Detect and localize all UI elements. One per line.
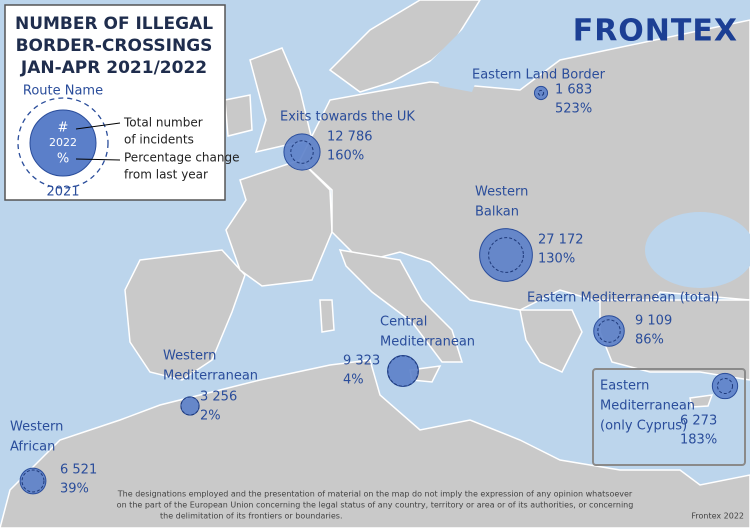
route-name: Mediterranean	[163, 369, 258, 384]
route-circle	[711, 372, 739, 400]
legend-circle-previous	[17, 97, 109, 189]
route-count: 27 172	[538, 233, 584, 248]
route-count: 6 521	[60, 463, 97, 478]
route-circle	[593, 315, 625, 347]
title: NUMBER OF ILLEGAL	[15, 14, 213, 34]
title: JAN-APR 2021/2022	[20, 58, 207, 78]
cyprus-box	[592, 368, 746, 466]
route-name: Eastern	[600, 379, 649, 394]
route-change: 2%	[200, 409, 221, 424]
route-count: 9 323	[343, 354, 380, 369]
route-circle-previous	[597, 319, 621, 343]
route-name: (only Cyprus)	[600, 419, 687, 434]
legend-year: 2022	[49, 136, 77, 149]
legend-count-text: of incidents	[124, 133, 194, 147]
route-name: Eastern Mediterranean (total)	[527, 291, 720, 306]
route-name: Mediterranean	[600, 399, 695, 414]
route-change: 130%	[538, 252, 575, 267]
route-name: Western	[163, 349, 216, 364]
route-name: Western	[10, 420, 63, 435]
route-count: 3 256	[200, 390, 237, 405]
route-name: Western	[475, 185, 528, 200]
route-count: 9 109	[635, 314, 672, 329]
route-change: 39%	[60, 482, 89, 497]
disclaimer: The designations employed and the presen…	[117, 490, 633, 499]
legend: NUMBER OF ILLEGAL BORDER-CROSSINGS JAN-A…	[4, 4, 239, 201]
route-change: 4%	[343, 373, 364, 388]
legend-change-text: from last year	[124, 168, 208, 182]
route-name: African	[10, 440, 55, 455]
route-circle-previous	[716, 377, 734, 395]
route-change: 86%	[635, 333, 664, 348]
route-circle-previous	[387, 355, 419, 387]
route-circle	[479, 228, 533, 282]
logo: FRONTEX	[573, 14, 738, 49]
route-name: Exits towards the UK	[280, 110, 415, 125]
route-circle-previous	[180, 396, 200, 416]
route-count: 6 273	[680, 414, 717, 429]
route-change: 160%	[327, 149, 364, 164]
route-count: 1 683	[555, 83, 592, 98]
title: BORDER-CROSSINGS	[16, 36, 213, 56]
route-name: Eastern Land Border	[472, 68, 606, 83]
route-count: 12 786	[327, 130, 373, 145]
route-circle	[533, 85, 549, 101]
route-circle-previous	[21, 469, 45, 493]
route-name: Mediterranean	[380, 335, 475, 350]
route-change: 183%	[680, 433, 717, 448]
route-circle-previous	[488, 237, 524, 273]
disclaimer: the delimitation of its frontiers or bou…	[160, 512, 343, 521]
legend-count-symbol: #	[58, 121, 69, 136]
legend-count-text: Total number	[123, 116, 203, 130]
legend-leader	[75, 158, 121, 161]
route-circle-previous	[290, 140, 314, 164]
credit: Frontex 2022	[691, 512, 744, 521]
route-circle	[283, 133, 321, 171]
route-circle	[19, 467, 47, 495]
legend-year: 2021	[46, 185, 79, 200]
route-change: 523%	[555, 102, 592, 117]
legend-leader	[75, 122, 121, 130]
route-circle-previous	[537, 89, 545, 97]
route-name: Central	[380, 315, 427, 330]
disclaimer: on the part of the European Union concer…	[117, 501, 634, 510]
legend-route-name: Route Name	[23, 84, 103, 99]
legend-change-symbol: %	[57, 152, 69, 167]
legend-change-text: Percentage change	[124, 151, 239, 165]
route-name: Balkan	[475, 205, 519, 220]
